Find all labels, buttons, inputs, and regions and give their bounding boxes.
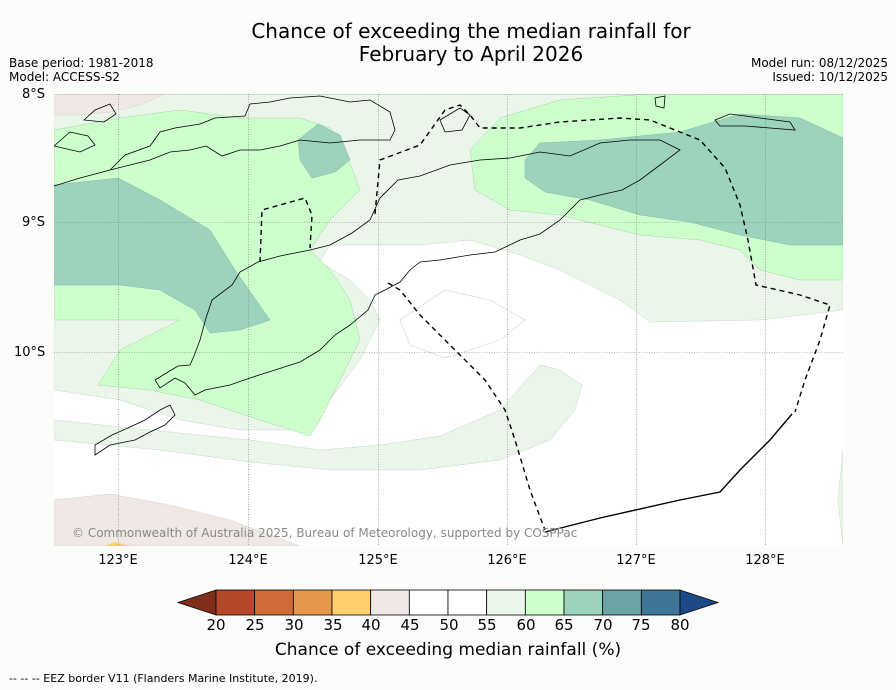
- cbar-tick-70: 70: [593, 616, 613, 634]
- cbar-tick-50: 50: [439, 616, 459, 634]
- cbar-tick-75: 75: [631, 616, 651, 634]
- coastlines: [54, 95, 796, 456]
- model-name: Model: ACCESS-S2: [9, 70, 121, 84]
- cbar-segment: [331, 589, 372, 616]
- cbar-segment: [254, 589, 294, 616]
- zone-65-70-west: [54, 177, 271, 334]
- eez-footnote: -- -- -- EEZ border V11 (Flanders Marine…: [9, 672, 318, 685]
- cbar-segment: [486, 589, 526, 616]
- issued-date: Issued: 10/12/2025: [772, 70, 888, 84]
- colorbar-segments: [176, 589, 720, 616]
- colorbar-title: Chance of exceeding median rainfall (%): [274, 640, 622, 660]
- cbar-tick-45: 45: [400, 616, 420, 634]
- cbar-tick-55: 55: [477, 616, 497, 634]
- lon-label-124e: 124°E: [228, 553, 268, 568]
- cbar-tick-20: 20: [206, 616, 226, 634]
- eez-border-solid: [544, 413, 793, 533]
- lat-label-9s: 9°S: [22, 215, 46, 230]
- cbar-segment: [370, 589, 410, 616]
- cbar-segment: [602, 589, 642, 616]
- coastline-flores: [54, 95, 396, 187]
- zone-35-40-spot: [105, 542, 130, 546]
- eez-border: [259, 104, 831, 531]
- cbar-segment: [292, 589, 333, 616]
- lon-label-126e: 126°E: [487, 553, 527, 568]
- zone-55-60-south: [54, 364, 583, 471]
- base-period: Base period: 1981-2018: [9, 56, 154, 70]
- cbar-tick-35: 35: [323, 616, 343, 634]
- contour-50: [399, 289, 526, 359]
- lon-label-128e: 128°E: [745, 553, 785, 568]
- cbar-tick-60: 60: [516, 616, 536, 634]
- title-line-2: February to April 2026: [358, 42, 584, 66]
- cbar-segment: [563, 589, 604, 616]
- meta-right: Model run: 08/12/2025 Issued: 10/12/2025: [751, 56, 888, 84]
- cbar-segment: [215, 589, 256, 616]
- lat-label-8s: 8°S: [22, 87, 46, 102]
- graticule: [54, 94, 843, 546]
- lon-label-127e: 127°E: [616, 553, 656, 568]
- title-line-1: Chance of exceeding the median rainfall …: [251, 19, 691, 43]
- zone-65-70-east: [524, 113, 843, 246]
- model-run: Model run: 08/12/2025: [750, 56, 888, 70]
- meta-left: Base period: 1981-2018 Model: ACCESS-S2: [9, 56, 154, 84]
- cbar-extend-low: [176, 589, 217, 616]
- zone-65-70-north: [297, 123, 351, 179]
- cbar-tick-30: 30: [284, 616, 304, 634]
- cbar-segment: [408, 589, 449, 616]
- lon-label-125e: 125°E: [358, 553, 398, 568]
- lon-label-123e: 123°E: [98, 553, 138, 568]
- cbar-segment: [640, 589, 681, 616]
- cbar-segment: [447, 589, 488, 616]
- cbar-tick-25: 25: [245, 616, 265, 634]
- cbar-extend-high: [679, 589, 720, 616]
- zone-55-60-east: [837, 449, 843, 546]
- lat-label-10s: 10°S: [14, 345, 46, 360]
- coastline-islands-north: [54, 95, 796, 153]
- cbar-segment: [524, 589, 565, 616]
- coastline-timor: [154, 139, 681, 396]
- copyright-notice: © Commonwealth of Australia 2025, Bureau…: [72, 526, 578, 540]
- cbar-tick-80: 80: [670, 616, 690, 634]
- coastline-sumba: [94, 404, 176, 456]
- cbar-tick-40: 40: [361, 616, 381, 634]
- zone-40-45-south: [54, 493, 301, 546]
- cbar-tick-65: 65: [554, 616, 574, 634]
- chart-title: Chance of exceeding the median rainfall …: [0, 20, 896, 66]
